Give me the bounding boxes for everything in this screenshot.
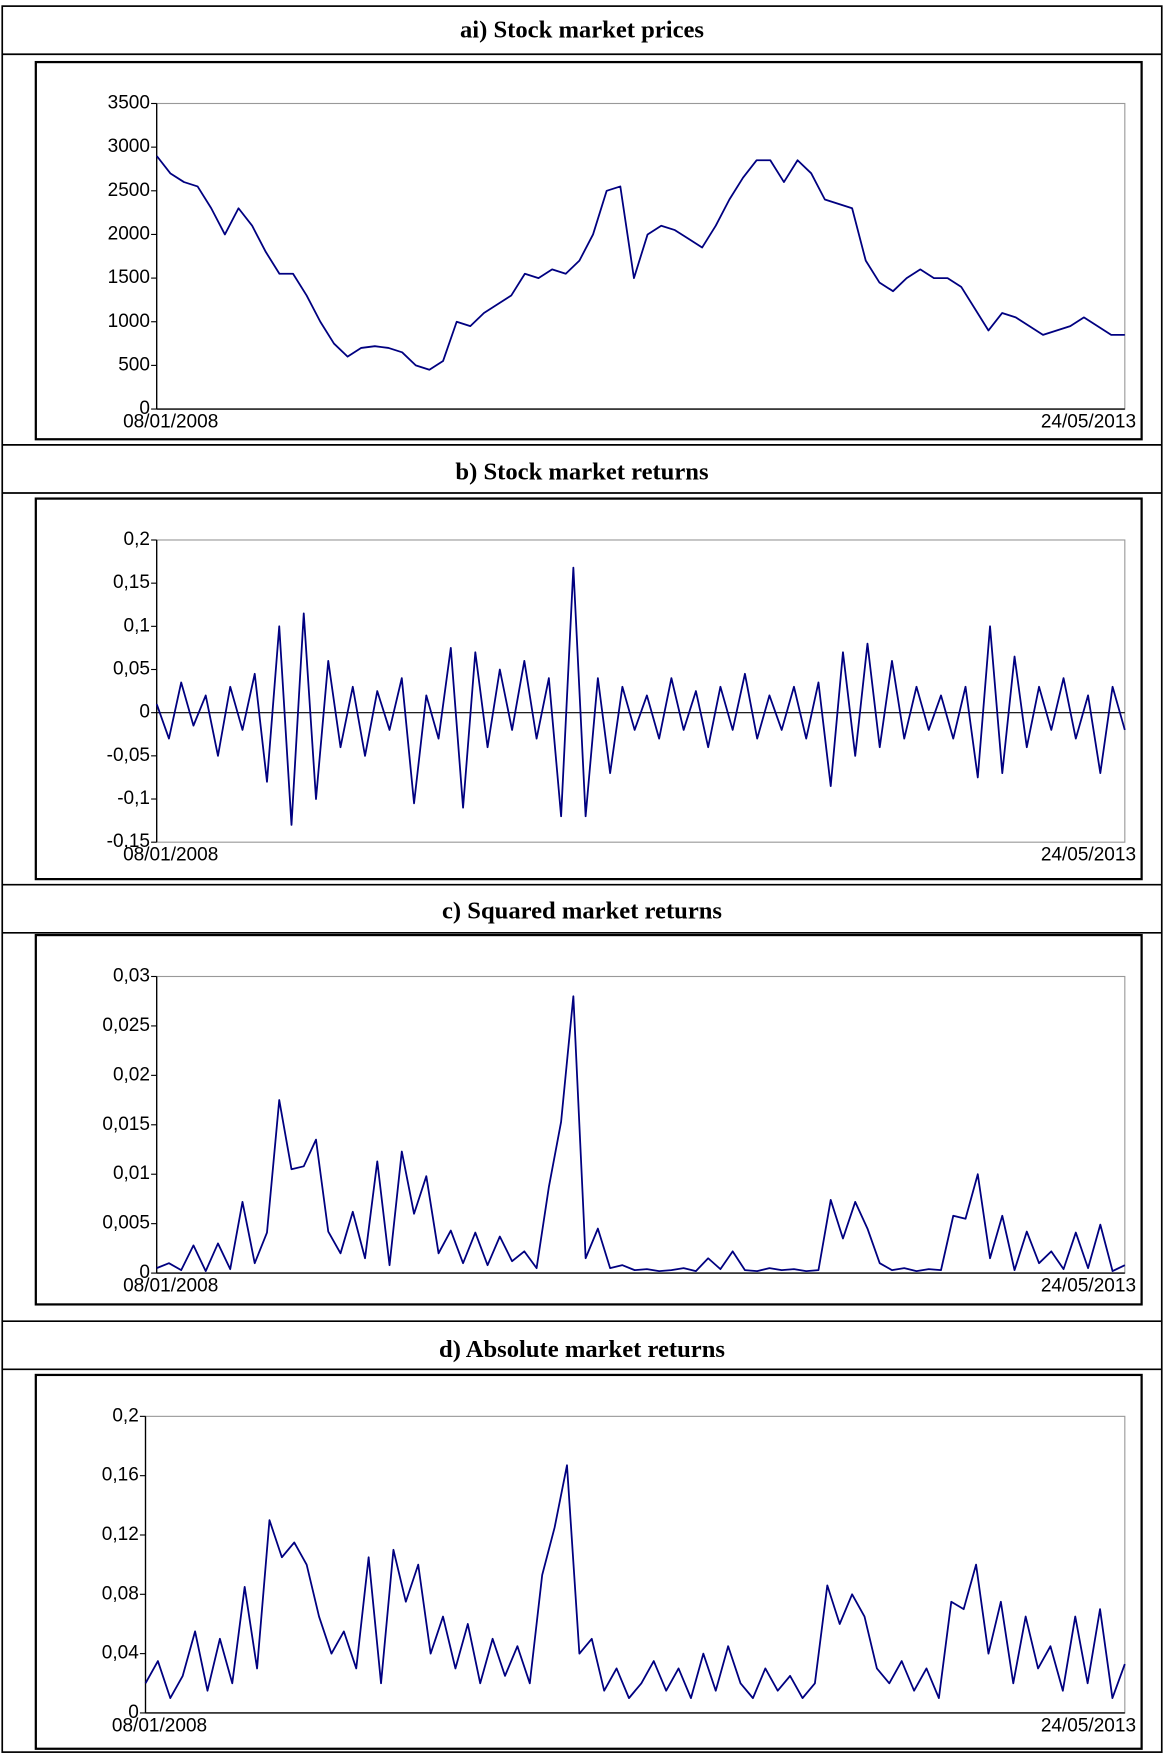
series-line: [156, 995, 1126, 1273]
y-tick-label: 1500: [108, 267, 150, 288]
y-tick-label: 0,08: [102, 1583, 139, 1604]
y-tick-label: 2000: [108, 223, 150, 244]
outer-frame: [1, 5, 1163, 1753]
y-tick-label: 0: [139, 1262, 150, 1283]
x-tick-label: 24/05/2013: [1041, 412, 1136, 433]
chart-frame: [34, 933, 1143, 1306]
y-tick-label: 0,005: [102, 1213, 150, 1234]
y-tick-label: 1000: [108, 311, 150, 332]
chart-frame: [34, 497, 1143, 881]
y-tick-label: 3500: [108, 93, 150, 114]
x-tick-label: 08/01/2008: [112, 1715, 207, 1736]
y-tick-label: 0,025: [102, 1015, 150, 1036]
y-tick-label: -0,15: [107, 831, 150, 852]
y-tick-label: 0: [128, 1702, 139, 1723]
x-tick-label: 24/05/2013: [1041, 1715, 1136, 1736]
plot-area: [144, 1415, 1126, 1714]
y-tick-label: 0,2: [112, 1405, 138, 1426]
y-tick-label: 0,15: [113, 572, 150, 593]
y-tick-label: 0,01: [113, 1163, 150, 1184]
y-tick-label: 0,05: [113, 659, 150, 680]
x-tick-label: 24/05/2013: [1041, 1276, 1136, 1297]
y-tick-label: 0,02: [113, 1064, 150, 1085]
series-line: [144, 1464, 1126, 1700]
series-line: [155, 566, 1126, 826]
panel-title: ai) Stock market prices: [460, 16, 704, 43]
plot-area: [156, 539, 1126, 843]
y-tick-label: 2500: [108, 180, 150, 201]
y-tick-label: -0,05: [107, 745, 150, 766]
x-tick-label: 08/01/2008: [123, 412, 218, 433]
plot-area: [156, 975, 1126, 1274]
y-tick-label: 0,03: [113, 966, 150, 987]
panel-title: c) Squared market returns: [442, 897, 722, 924]
panel-title: b) Stock market returns: [455, 459, 708, 486]
y-tick-label: -0,1: [117, 788, 150, 809]
x-tick-label: 08/01/2008: [123, 1276, 218, 1297]
y-tick-label: 0,04: [102, 1643, 139, 1664]
series-line: [155, 155, 1125, 371]
x-tick-label: 24/05/2013: [1041, 845, 1136, 866]
x-tick-label: 08/01/2008: [123, 845, 218, 866]
y-tick-label: 0,015: [102, 1114, 150, 1135]
y-tick-label: 0: [139, 702, 150, 723]
chart-frame: [34, 60, 1143, 441]
y-tick-label: 500: [118, 354, 150, 375]
y-tick-label: 0,2: [124, 529, 150, 550]
y-tick-label: 0,12: [102, 1524, 139, 1545]
y-tick-label: 0,16: [102, 1465, 139, 1486]
chart-frame: [34, 1373, 1143, 1750]
panel-title: d) Absolute market returns: [439, 1336, 725, 1363]
y-tick-label: 0: [139, 398, 150, 419]
y-tick-label: 3000: [108, 136, 150, 157]
y-tick-label: 0,1: [124, 615, 150, 636]
